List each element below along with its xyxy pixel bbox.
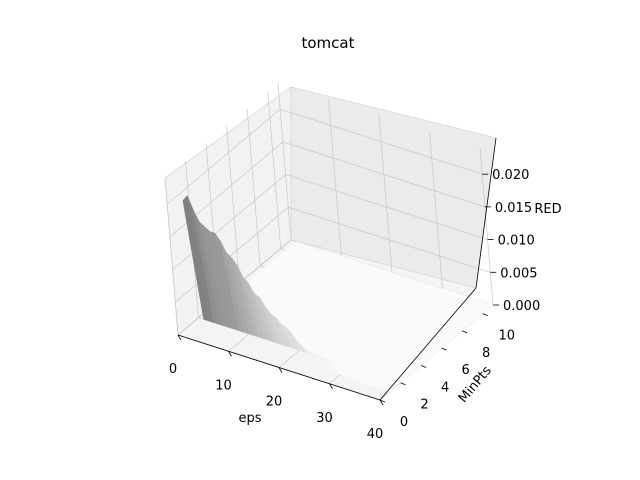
y-tick-label: 8 bbox=[482, 346, 490, 361]
x-tick-mark bbox=[177, 334, 182, 341]
y-tick-mark bbox=[400, 382, 406, 386]
y-axis-line bbox=[379, 287, 477, 401]
x-tick-mark bbox=[379, 399, 384, 406]
y-tick-label: 6 bbox=[461, 363, 469, 378]
y-tick-mark bbox=[379, 399, 386, 403]
x-axis-label: eps bbox=[238, 411, 261, 426]
z-tick-label: 0.010 bbox=[498, 234, 535, 249]
y-tick-mark bbox=[462, 330, 468, 334]
z-ticks: 0.000 0.005 0.010 0.015 0.020 bbox=[482, 168, 540, 314]
gridline-z bbox=[166, 108, 483, 205]
surface bbox=[182, 195, 494, 392]
y-tick-label: 0 bbox=[400, 415, 408, 430]
x-tick-label: 10 bbox=[215, 378, 232, 393]
y-tick-mark bbox=[420, 365, 427, 368]
y-tick-label: 2 bbox=[420, 398, 428, 413]
y-tick-mark bbox=[441, 347, 447, 351]
z-tick-label: 0.000 bbox=[503, 299, 540, 314]
z-axis-label: RED bbox=[534, 202, 561, 217]
z-tick-label: 0.005 bbox=[500, 266, 537, 281]
x-ticks: 0 10 20 30 40 bbox=[169, 334, 384, 442]
x-tick-label: 20 bbox=[266, 395, 283, 410]
x-tick-label: 0 bbox=[169, 362, 177, 377]
z-axis-line bbox=[475, 137, 497, 289]
x-tick-mark bbox=[228, 351, 232, 357]
y-tick-label: 4 bbox=[441, 380, 449, 395]
z-tick-label: 0.020 bbox=[492, 168, 529, 183]
z-tick-label: 0.015 bbox=[495, 201, 532, 216]
gridline-z bbox=[169, 141, 485, 238]
y-tick-label: 10 bbox=[498, 329, 515, 344]
y-tick-mark bbox=[482, 313, 488, 317]
chart-title: tomcat bbox=[302, 34, 355, 52]
x-tick-label: 30 bbox=[316, 411, 333, 426]
x-tick-label: 40 bbox=[367, 427, 384, 442]
x-tick-mark bbox=[278, 367, 283, 373]
x-tick-mark bbox=[329, 383, 333, 389]
